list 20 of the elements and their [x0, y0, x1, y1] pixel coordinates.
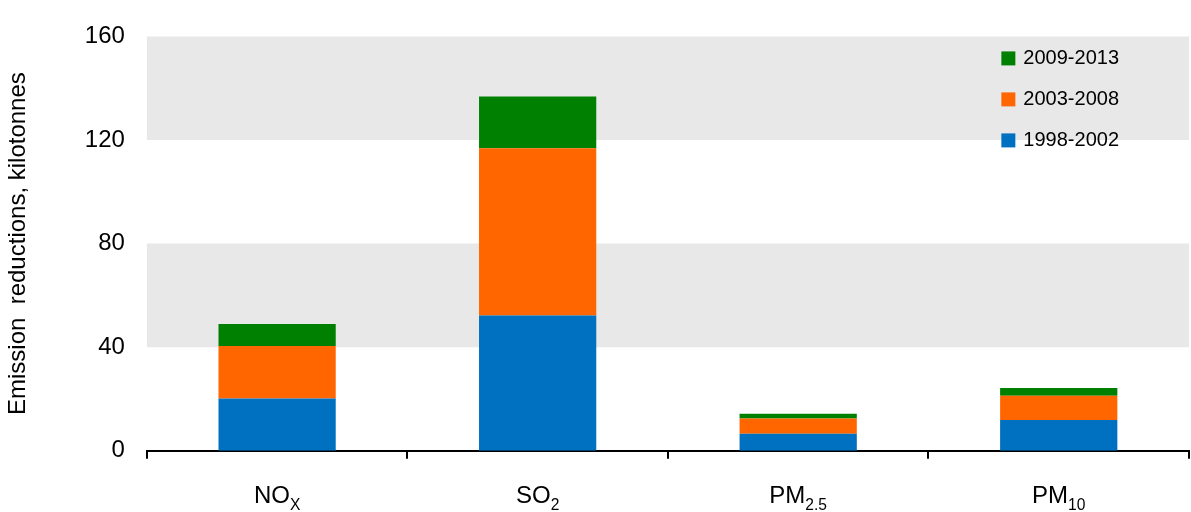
y-tick-label: 80: [98, 228, 125, 256]
bar: [218, 398, 336, 451]
bar: [479, 96, 597, 149]
bar: [479, 148, 597, 316]
bar: [479, 315, 597, 451]
bar: [1000, 419, 1118, 451]
bar: [218, 345, 336, 399]
y-tick-label: 0: [111, 435, 125, 463]
legend-label: 2009-2013: [1023, 45, 1120, 68]
y-tick-label: 160: [84, 21, 125, 49]
legend-label: 2003-2008: [1023, 86, 1120, 109]
y-tick-label: 40: [98, 331, 125, 359]
bar: [1000, 395, 1118, 420]
bar: [218, 323, 336, 346]
bar: [739, 418, 857, 434]
bar: [1000, 388, 1118, 396]
y-axis-title: Emission reductions, kilotonnes: [3, 72, 31, 416]
bar: [739, 433, 857, 451]
y-tick-label: 120: [84, 124, 125, 152]
legend-label: 1998-2002: [1023, 127, 1120, 150]
